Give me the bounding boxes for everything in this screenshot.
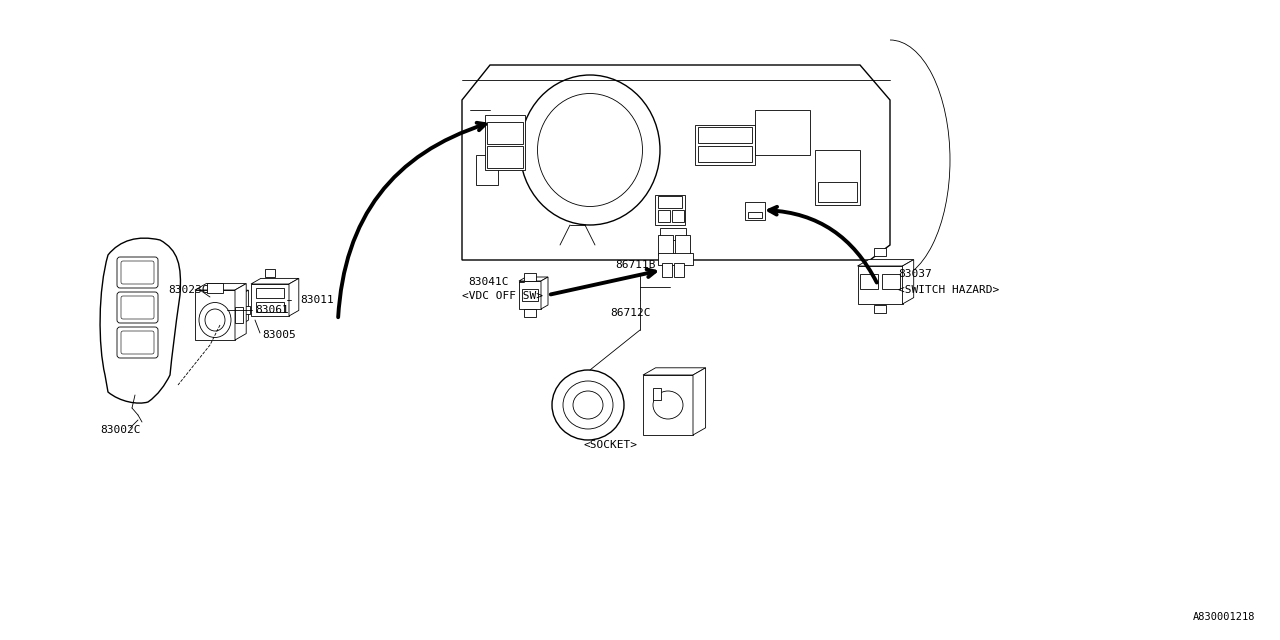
Bar	[653, 388, 660, 400]
Ellipse shape	[653, 391, 684, 419]
PathPatch shape	[100, 238, 180, 403]
Text: <SWITCH HAZARD>: <SWITCH HAZARD>	[899, 285, 1000, 295]
Bar	[524, 309, 536, 317]
Text: A830001218: A830001218	[1193, 612, 1254, 622]
Polygon shape	[204, 290, 248, 295]
Bar	[695, 125, 755, 165]
FancyBboxPatch shape	[116, 327, 157, 358]
Text: 86712C: 86712C	[611, 308, 650, 318]
PathPatch shape	[462, 65, 890, 260]
Bar	[675, 235, 690, 255]
Polygon shape	[195, 284, 246, 290]
Bar	[698, 146, 753, 162]
Text: 86711B: 86711B	[614, 260, 655, 270]
Bar	[658, 235, 673, 255]
Ellipse shape	[552, 370, 625, 440]
Polygon shape	[241, 290, 248, 325]
Polygon shape	[289, 278, 298, 316]
Text: 83037: 83037	[899, 269, 932, 279]
Bar	[874, 248, 886, 256]
Bar	[522, 289, 538, 301]
Polygon shape	[692, 368, 705, 435]
Bar	[655, 195, 685, 225]
Bar	[672, 210, 684, 222]
Polygon shape	[902, 260, 914, 304]
Bar	[658, 253, 692, 265]
FancyBboxPatch shape	[116, 292, 157, 323]
Bar	[236, 307, 243, 323]
Bar	[882, 274, 900, 289]
Bar	[698, 127, 753, 143]
Polygon shape	[643, 375, 692, 435]
Polygon shape	[541, 277, 548, 309]
Polygon shape	[858, 260, 914, 266]
Bar	[874, 305, 886, 313]
Bar	[675, 263, 684, 277]
Bar	[486, 146, 524, 168]
Bar	[256, 302, 284, 312]
Bar	[241, 306, 250, 314]
Ellipse shape	[205, 309, 225, 331]
Text: <VDC OFF SW>: <VDC OFF SW>	[462, 291, 543, 301]
Text: 83061: 83061	[255, 305, 289, 315]
Text: 83023C: 83023C	[168, 285, 209, 295]
Polygon shape	[858, 266, 902, 304]
Bar	[485, 115, 525, 170]
Ellipse shape	[520, 75, 660, 225]
Bar	[660, 228, 686, 240]
Polygon shape	[518, 277, 548, 281]
Bar	[256, 288, 284, 298]
Bar	[815, 150, 860, 205]
FancyBboxPatch shape	[122, 296, 154, 319]
Polygon shape	[643, 368, 705, 375]
Text: <SOCKET>: <SOCKET>	[582, 440, 637, 450]
Text: 83011: 83011	[300, 295, 334, 305]
Ellipse shape	[538, 93, 643, 207]
Bar	[265, 269, 275, 277]
Bar	[486, 122, 524, 144]
Bar	[748, 212, 762, 218]
Ellipse shape	[563, 381, 613, 429]
Bar	[524, 273, 536, 281]
Bar	[207, 283, 223, 293]
Bar	[658, 196, 682, 208]
Ellipse shape	[198, 303, 230, 337]
Polygon shape	[195, 290, 236, 340]
Bar	[207, 305, 236, 315]
Polygon shape	[204, 295, 241, 325]
Text: 83002C: 83002C	[100, 425, 141, 435]
Bar	[860, 274, 878, 289]
Bar	[658, 210, 669, 222]
Bar	[662, 263, 672, 277]
Bar	[818, 182, 858, 202]
Polygon shape	[251, 278, 298, 284]
Text: 83005: 83005	[262, 330, 296, 340]
Polygon shape	[236, 284, 246, 340]
FancyBboxPatch shape	[122, 331, 154, 354]
Ellipse shape	[573, 391, 603, 419]
Polygon shape	[251, 284, 289, 316]
Polygon shape	[518, 281, 541, 309]
Text: 83041C: 83041C	[468, 277, 508, 287]
Bar	[755, 110, 810, 155]
Bar	[745, 202, 765, 220]
Bar	[476, 155, 498, 185]
FancyBboxPatch shape	[116, 257, 157, 288]
FancyBboxPatch shape	[122, 261, 154, 284]
